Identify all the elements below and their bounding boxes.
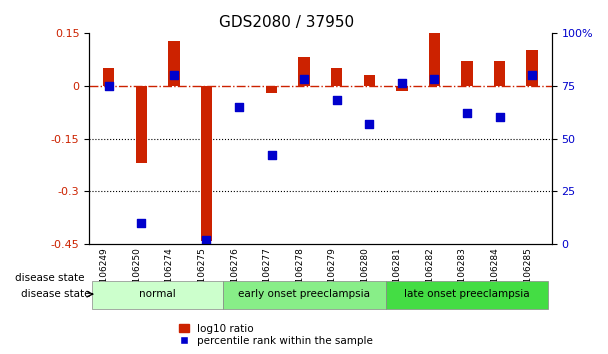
Point (104, 83, 114, 88)
Point (332, 98, 342, 103)
Bar (364, 75, 375, 86)
Bar (461, 61, 472, 86)
Point (234, 104, 244, 109)
Point (462, 110, 472, 116)
Point (202, 238, 212, 243)
Text: GSM106278: GSM106278 (295, 247, 304, 302)
Text: late onset preeclampsia: late onset preeclampsia (404, 289, 530, 299)
Bar (527, 50, 538, 86)
FancyBboxPatch shape (223, 281, 385, 309)
Text: GSM106283: GSM106283 (458, 247, 467, 302)
Bar (266, 86, 277, 93)
Bar (331, 68, 342, 86)
Point (429, 76, 439, 82)
Text: GSM106279: GSM106279 (328, 247, 337, 302)
Text: GSM106275: GSM106275 (198, 247, 207, 302)
Bar (396, 86, 407, 91)
Text: disease state: disease state (15, 273, 85, 282)
FancyBboxPatch shape (92, 281, 223, 309)
Point (397, 81, 407, 86)
Text: GSM106282: GSM106282 (426, 247, 434, 302)
Point (169, 72, 179, 78)
Text: GSM106284: GSM106284 (491, 247, 500, 302)
Text: GSM106276: GSM106276 (230, 247, 239, 302)
Point (527, 72, 537, 78)
Bar (299, 57, 310, 86)
Bar (103, 68, 114, 86)
Point (136, 221, 146, 226)
Bar (168, 41, 179, 86)
Text: GSM106280: GSM106280 (361, 247, 369, 302)
Text: GSM106274: GSM106274 (165, 247, 174, 302)
Bar (494, 61, 505, 86)
Bar (429, 33, 440, 86)
Legend: log10 ratio, percentile rank within the sample: log10 ratio, percentile rank within the … (176, 320, 376, 349)
Point (364, 121, 374, 126)
Text: GSM106285: GSM106285 (523, 247, 532, 302)
Point (299, 76, 309, 82)
Point (495, 114, 505, 120)
Text: GSM106277: GSM106277 (263, 247, 272, 302)
Bar (136, 86, 147, 163)
Text: early onset preeclampsia: early onset preeclampsia (238, 289, 370, 299)
Bar (201, 86, 212, 241)
Point (267, 153, 277, 158)
Text: disease state: disease state (21, 289, 91, 299)
Text: GDS2080 / 37950: GDS2080 / 37950 (219, 15, 354, 30)
Text: GSM106281: GSM106281 (393, 247, 402, 302)
Text: GSM106249: GSM106249 (100, 247, 109, 302)
Text: normal: normal (139, 289, 176, 299)
FancyBboxPatch shape (385, 281, 548, 309)
Text: GSM106250: GSM106250 (133, 247, 141, 302)
